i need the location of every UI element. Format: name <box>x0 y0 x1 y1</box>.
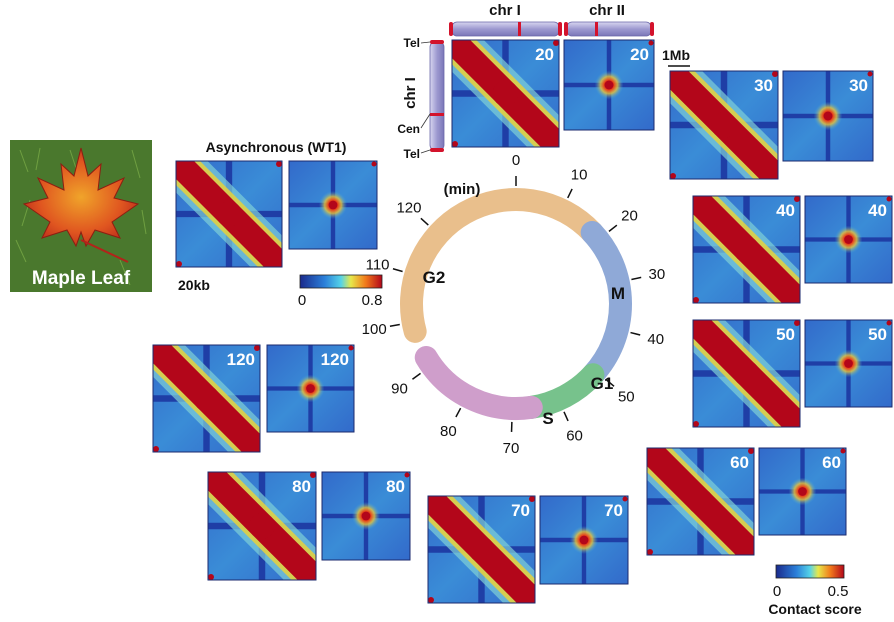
panel-70-inter: 70 <box>539 495 629 585</box>
colorbar-main <box>775 564 845 579</box>
maple-leaf-shape <box>22 147 140 248</box>
tick-label-80: 80 <box>440 423 457 440</box>
colorbar-small-min: 0 <box>298 292 306 309</box>
chromosome-top-chr2 <box>564 21 654 37</box>
tick-label-120: 120 <box>396 200 421 217</box>
panel-120-intra: 120 <box>152 344 261 453</box>
chr1-top-label: chr I <box>489 2 521 19</box>
panel-50-inter-label: 50 <box>868 325 887 344</box>
tick-mark-30 <box>631 276 642 281</box>
cen-label: Cen <box>397 122 420 136</box>
colorbar-small-max: 0.8 <box>362 292 383 309</box>
colorbar-main-max: 0.5 <box>828 583 849 600</box>
tick-mark-20 <box>608 224 618 232</box>
tick-mark-80 <box>455 407 462 418</box>
panel-80-inter: 80 <box>321 471 411 561</box>
tick-mark-60 <box>563 411 569 422</box>
maple-leaf-photo: Maple Leaf <box>10 140 152 292</box>
panel-20-inter: 20 <box>563 39 655 131</box>
tick-label-50: 50 <box>618 389 635 406</box>
chr2-top-label: chr II <box>589 2 625 19</box>
tick-mark-50 <box>605 379 615 387</box>
panel-30-inter: 30 <box>782 70 874 162</box>
phase-m-arc <box>580 220 632 387</box>
panel-50-inter: 50 <box>804 319 893 408</box>
panel-60-intra: 60 <box>646 447 755 556</box>
photo-caption: Maple Leaf <box>32 268 131 289</box>
panel-60-intra-label: 60 <box>730 453 749 472</box>
tick-label-30: 30 <box>649 266 666 283</box>
async-title: Asynchronous (WT1) <box>206 139 347 155</box>
cell-cycle-diagram: 0 10 20 30 40 50 60 70 80 90 100 110 120 (min) G2 M G1 S <box>362 152 666 457</box>
tick-label-60: 60 <box>566 428 583 445</box>
tick-label-70: 70 <box>503 440 520 457</box>
chr1-side-label: chr I <box>402 77 419 109</box>
async-intra-map <box>175 160 283 268</box>
tick-mark-110 <box>392 267 403 273</box>
tick-mark-90 <box>412 372 421 380</box>
panel-20-inter-label: 20 <box>630 45 649 64</box>
tick-label-40: 40 <box>647 331 664 348</box>
colorbar-main-title: Contact score <box>768 601 862 617</box>
tel-top-label: Tel <box>404 36 420 50</box>
panel-70-intra-label: 70 <box>511 501 530 520</box>
panel-80-intra-label: 80 <box>292 477 311 496</box>
panel-70-intra: 70 <box>427 495 536 604</box>
tick-mark-100 <box>389 323 400 327</box>
phase-g2-arc <box>400 188 604 343</box>
tick-mark-120 <box>420 217 429 226</box>
panel-120-inter: 120 <box>266 344 355 433</box>
tick-mark-10 <box>567 188 573 199</box>
heatmap-panels: 20 20 30 30 40 40 50 50 60 60 70 70 80 80 120 120 <box>152 39 893 604</box>
chromosome-side-chr1 <box>429 40 445 152</box>
tick-label-100: 100 <box>362 321 387 338</box>
panel-50-intra: 50 <box>692 319 801 428</box>
panel-60-inter-label: 60 <box>822 453 841 472</box>
chromosome-top-chr1 <box>449 21 562 37</box>
phase-label-g1: G1 <box>591 374 614 393</box>
tick-label-20: 20 <box>621 207 638 224</box>
panel-20-intra: 20 <box>451 39 560 148</box>
tick-label-90: 90 <box>391 381 408 398</box>
panel-80-intra: 80 <box>207 471 317 581</box>
colorbar-small <box>299 274 383 289</box>
tick-mark-40 <box>630 331 641 336</box>
panel-40-inter-label: 40 <box>868 201 887 220</box>
panel-20-intra-label: 20 <box>535 45 554 64</box>
panel-40-inter: 40 <box>804 195 893 284</box>
tel-bottom-label: Tel <box>404 147 420 161</box>
panel-30-inter-label: 30 <box>849 76 868 95</box>
panel-40-intra: 40 <box>692 195 801 304</box>
panel-120-inter-label: 120 <box>321 350 349 369</box>
panel-50-intra-label: 50 <box>776 325 795 344</box>
panel-30-intra: 30 <box>669 70 779 180</box>
colorbar-main-min: 0 <box>773 583 781 600</box>
tick-label-10: 10 <box>571 167 588 184</box>
panel-80-inter-label: 80 <box>386 477 405 496</box>
phase-label-m: M <box>611 284 625 303</box>
tick-label-110: 110 <box>366 256 390 273</box>
phase-label-g2: G2 <box>423 268 446 287</box>
panel-120-intra-label: 120 <box>227 350 255 369</box>
panel-60-inter: 60 <box>758 447 847 536</box>
phase-label-s: S <box>542 409 553 428</box>
async-scalebar-label: 20kb <box>178 277 210 293</box>
leaf-stem <box>80 239 129 263</box>
panel-70-inter-label: 70 <box>604 501 623 520</box>
async-inter-heatmap <box>288 160 378 250</box>
tick-label-0: 0 <box>512 152 520 169</box>
async-intra-heatmap <box>175 160 283 268</box>
async-inter-map <box>288 160 378 250</box>
phase-s-arc <box>414 346 543 420</box>
cycle-unit-label: (min) <box>444 181 481 198</box>
panel-30-intra-label: 30 <box>754 76 773 95</box>
panel-40-intra-label: 40 <box>776 201 795 220</box>
scalebar-1mb-label: 1Mb <box>662 47 690 63</box>
